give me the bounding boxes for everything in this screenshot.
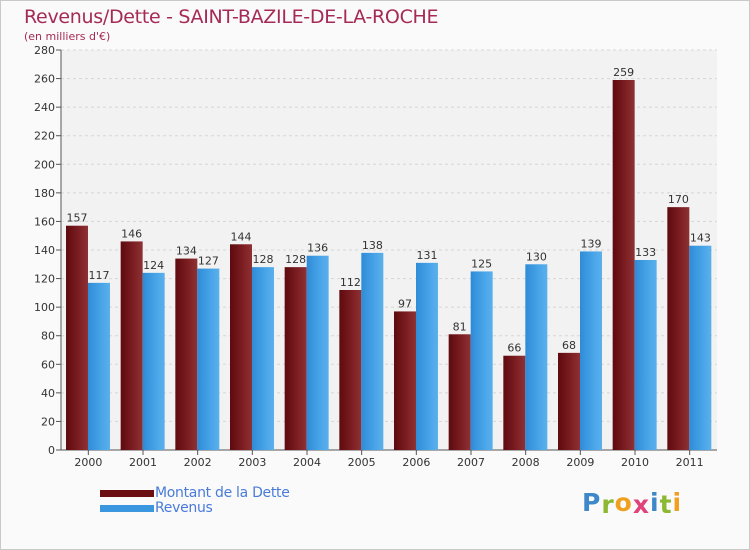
data-label-dette-2007: 81: [453, 320, 467, 333]
y-tick-label: 80: [41, 330, 55, 343]
x-tick-label: 2006: [402, 456, 430, 469]
data-label-dette-2000: 157: [67, 212, 88, 225]
legend-label-dette: Montant de la Dette: [155, 485, 290, 501]
x-tick-label: 2002: [184, 456, 212, 469]
x-tick-label: 2008: [512, 456, 540, 469]
x-tick-label: 2009: [566, 456, 594, 469]
bar-dette-2006: [394, 311, 416, 450]
bar-dette-2009: [558, 352, 580, 450]
logo-letter: i: [672, 488, 683, 517]
data-label-revenus-2002: 127: [198, 255, 219, 268]
data-label-dette-2009: 68: [562, 339, 576, 352]
data-label-revenus-2008: 130: [526, 250, 547, 263]
bar-dette-2001: [120, 241, 143, 450]
logo-letter: r: [601, 490, 615, 519]
bar-dette-2008: [503, 355, 526, 450]
y-tick-label: 280: [34, 44, 55, 57]
axis-layer: 0 20 40 60 80 100 120 140 160 180 200 220 240 260 280 2…: [34, 44, 717, 469]
x-tick-label: 2007: [457, 456, 485, 469]
y-tick-label: 60: [41, 358, 55, 371]
bar-revenus-2009: [580, 251, 602, 450]
bar-dette-2010: [612, 80, 635, 450]
bar-revenus-2005: [361, 252, 384, 450]
logo-letter: P: [582, 488, 602, 517]
bar-dette-2000: [66, 225, 88, 450]
data-label-dette-2002: 134: [176, 245, 197, 258]
bar-revenus-2000: [88, 282, 110, 450]
y-tick-label: 200: [34, 158, 55, 171]
y-tick-label: 260: [34, 73, 55, 86]
logo-letter: t: [659, 490, 673, 519]
x-tick-label: 2000: [74, 456, 102, 469]
chart-title: Revenus/Dette - SAINT-BAZILE-DE-LA-ROCHE: [24, 6, 439, 28]
bar-revenus-2001: [142, 272, 165, 450]
bar-revenus-2003: [252, 267, 274, 450]
bar-layer: [66, 80, 712, 450]
data-label-revenus-2009: 139: [581, 237, 602, 250]
data-label-revenus-2003: 128: [253, 253, 274, 266]
y-tick-label: 180: [34, 187, 55, 200]
bar-dette-2007: [448, 334, 471, 450]
logo-letter: o: [614, 488, 633, 517]
y-tick-label: 240: [34, 101, 55, 114]
y-tick-label: 0: [48, 444, 55, 457]
data-label-revenus-2001: 124: [143, 259, 164, 272]
data-label-revenus-2007: 125: [471, 257, 492, 270]
legend-swatch-dette: [100, 490, 154, 497]
data-label-dette-2006: 97: [398, 297, 412, 310]
bar-revenus-2004: [306, 255, 329, 450]
data-label-dette-2003: 144: [231, 230, 252, 243]
data-label-revenus-2005: 138: [362, 239, 383, 252]
bar-revenus-2010: [634, 260, 657, 450]
data-label-dette-2005: 112: [340, 276, 361, 289]
legend-label-revenus: Revenus: [155, 500, 213, 516]
proxiti-logo: Proxiti: [582, 488, 683, 519]
y-tick-label: 100: [34, 301, 55, 314]
data-label-dette-2001: 146: [121, 227, 142, 240]
bar-dette-2002: [175, 258, 198, 450]
bar-dette-2005: [339, 290, 362, 450]
data-label-dette-2004: 128: [285, 253, 306, 266]
y-tick-label: 220: [34, 130, 55, 143]
bar-dette-2011: [667, 207, 690, 450]
bar-dette-2003: [230, 244, 252, 450]
data-label-revenus-2011: 143: [690, 232, 711, 245]
x-tick-label: 2011: [676, 456, 704, 469]
bar-revenus-2002: [197, 268, 220, 450]
bar-dette-2004: [284, 267, 307, 450]
data-label-revenus-2010: 133: [635, 246, 656, 259]
data-label-revenus-2006: 131: [417, 249, 438, 262]
y-tick-label: 20: [41, 415, 55, 428]
y-tick-label: 40: [41, 387, 55, 400]
y-tick-label: 120: [34, 273, 55, 286]
logo-letter: i: [650, 488, 660, 517]
x-tick-label: 2001: [129, 456, 157, 469]
data-label-revenus-2004: 136: [307, 242, 328, 255]
y-tick-label: 160: [34, 215, 55, 228]
data-label-dette-2011: 170: [668, 193, 689, 206]
data-label-dette-2010: 259: [613, 66, 634, 79]
bar-revenus-2006: [416, 262, 438, 450]
x-tick-label: 2010: [621, 456, 649, 469]
data-label-dette-2008: 66: [507, 342, 521, 355]
bar-revenus-2008: [525, 264, 548, 450]
logo-letter: x: [632, 490, 650, 519]
y-tick-label: 140: [34, 244, 55, 257]
x-tick-label: 2004: [293, 456, 321, 469]
x-tick-label: 2005: [348, 456, 376, 469]
chart-subtitle: (en milliers d'€): [24, 30, 111, 43]
x-tick-label: 2003: [238, 456, 266, 469]
bar-revenus-2011: [689, 245, 712, 450]
legend-swatch-revenus: [100, 505, 154, 512]
bar-revenus-2007: [470, 271, 493, 450]
data-label-revenus-2000: 117: [89, 269, 110, 282]
